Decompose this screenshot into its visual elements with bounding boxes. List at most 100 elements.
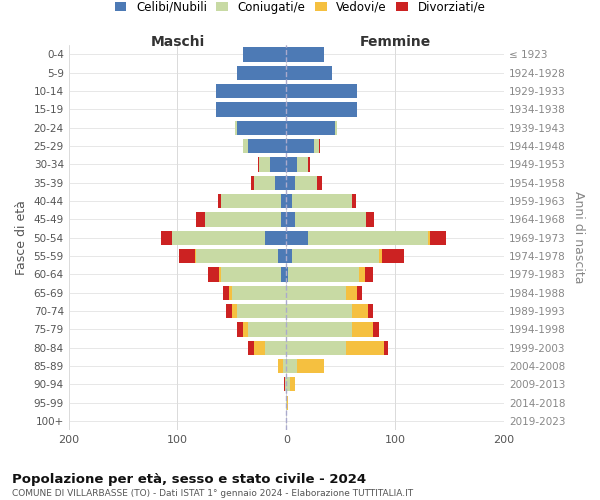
Bar: [243, 322, 248, 336]
Bar: [283, 359, 286, 373]
Bar: [243, 139, 248, 154]
Bar: [430, 230, 446, 245]
Bar: [278, 359, 283, 373]
Bar: [368, 304, 373, 318]
Bar: [286, 84, 357, 98]
Bar: [359, 267, 365, 281]
Bar: [289, 267, 359, 281]
Legend: Celibi/Nubili, Coniugati/e, Vedovi/e, Divorziati/e: Celibi/Nubili, Coniugati/e, Vedovi/e, Di…: [110, 0, 490, 18]
Bar: [215, 102, 286, 117]
Bar: [319, 139, 320, 154]
Bar: [221, 194, 281, 208]
Bar: [346, 340, 384, 355]
Bar: [352, 194, 356, 208]
Bar: [352, 322, 373, 336]
Bar: [286, 359, 297, 373]
Y-axis label: Fasce di età: Fasce di età: [15, 200, 28, 275]
Bar: [238, 120, 286, 135]
Bar: [281, 194, 286, 208]
Bar: [221, 267, 281, 281]
Bar: [365, 267, 373, 281]
Bar: [286, 194, 292, 208]
Bar: [248, 139, 286, 154]
Bar: [428, 230, 430, 245]
Bar: [286, 230, 308, 245]
Bar: [384, 340, 388, 355]
Bar: [373, 322, 379, 336]
Bar: [286, 249, 292, 263]
Bar: [215, 84, 286, 98]
Bar: [281, 212, 286, 226]
Bar: [357, 286, 362, 300]
Bar: [286, 304, 352, 318]
Bar: [352, 304, 368, 318]
Bar: [259, 158, 270, 172]
Bar: [314, 139, 319, 154]
Bar: [286, 102, 357, 117]
Bar: [286, 322, 352, 336]
Bar: [335, 120, 337, 135]
Bar: [278, 249, 286, 263]
Bar: [290, 377, 295, 392]
Bar: [229, 286, 232, 300]
Bar: [308, 158, 310, 172]
Bar: [286, 377, 290, 392]
Bar: [379, 249, 382, 263]
Bar: [295, 176, 317, 190]
Y-axis label: Anni di nascita: Anni di nascita: [572, 192, 585, 284]
Bar: [286, 286, 346, 300]
Bar: [286, 176, 295, 190]
Bar: [265, 230, 286, 245]
Bar: [265, 340, 286, 355]
Bar: [285, 377, 286, 392]
Bar: [295, 212, 366, 226]
Bar: [238, 322, 243, 336]
Bar: [281, 267, 286, 281]
Bar: [275, 176, 286, 190]
Bar: [248, 322, 286, 336]
Bar: [317, 176, 322, 190]
Bar: [226, 304, 232, 318]
Bar: [292, 194, 352, 208]
Bar: [346, 286, 357, 300]
Bar: [254, 340, 265, 355]
Bar: [254, 176, 275, 190]
Bar: [287, 396, 289, 410]
Bar: [382, 249, 404, 263]
Bar: [232, 286, 286, 300]
Bar: [286, 396, 287, 410]
Bar: [286, 158, 297, 172]
Bar: [270, 158, 286, 172]
Bar: [258, 158, 259, 172]
Bar: [308, 230, 428, 245]
Bar: [243, 48, 286, 62]
Bar: [297, 359, 325, 373]
Bar: [248, 340, 254, 355]
Bar: [179, 249, 195, 263]
Bar: [238, 66, 286, 80]
Bar: [196, 249, 278, 263]
Bar: [208, 267, 219, 281]
Bar: [286, 120, 335, 135]
Bar: [251, 176, 254, 190]
Bar: [286, 212, 295, 226]
Bar: [286, 48, 325, 62]
Text: COMUNE DI VILLARBASSE (TO) - Dati ISTAT 1° gennaio 2024 - Elaborazione TUTTITALI: COMUNE DI VILLARBASSE (TO) - Dati ISTAT …: [12, 489, 413, 498]
Bar: [232, 304, 238, 318]
Bar: [286, 139, 314, 154]
Bar: [172, 230, 265, 245]
Bar: [292, 249, 379, 263]
Bar: [238, 304, 286, 318]
Bar: [196, 212, 205, 226]
Bar: [218, 194, 221, 208]
Bar: [219, 267, 221, 281]
Bar: [223, 286, 229, 300]
Bar: [284, 377, 285, 392]
Text: Femmine: Femmine: [359, 35, 431, 49]
Bar: [161, 230, 172, 245]
Bar: [195, 249, 196, 263]
Bar: [205, 212, 281, 226]
Bar: [286, 66, 332, 80]
Bar: [297, 158, 308, 172]
Text: Maschi: Maschi: [151, 35, 205, 49]
